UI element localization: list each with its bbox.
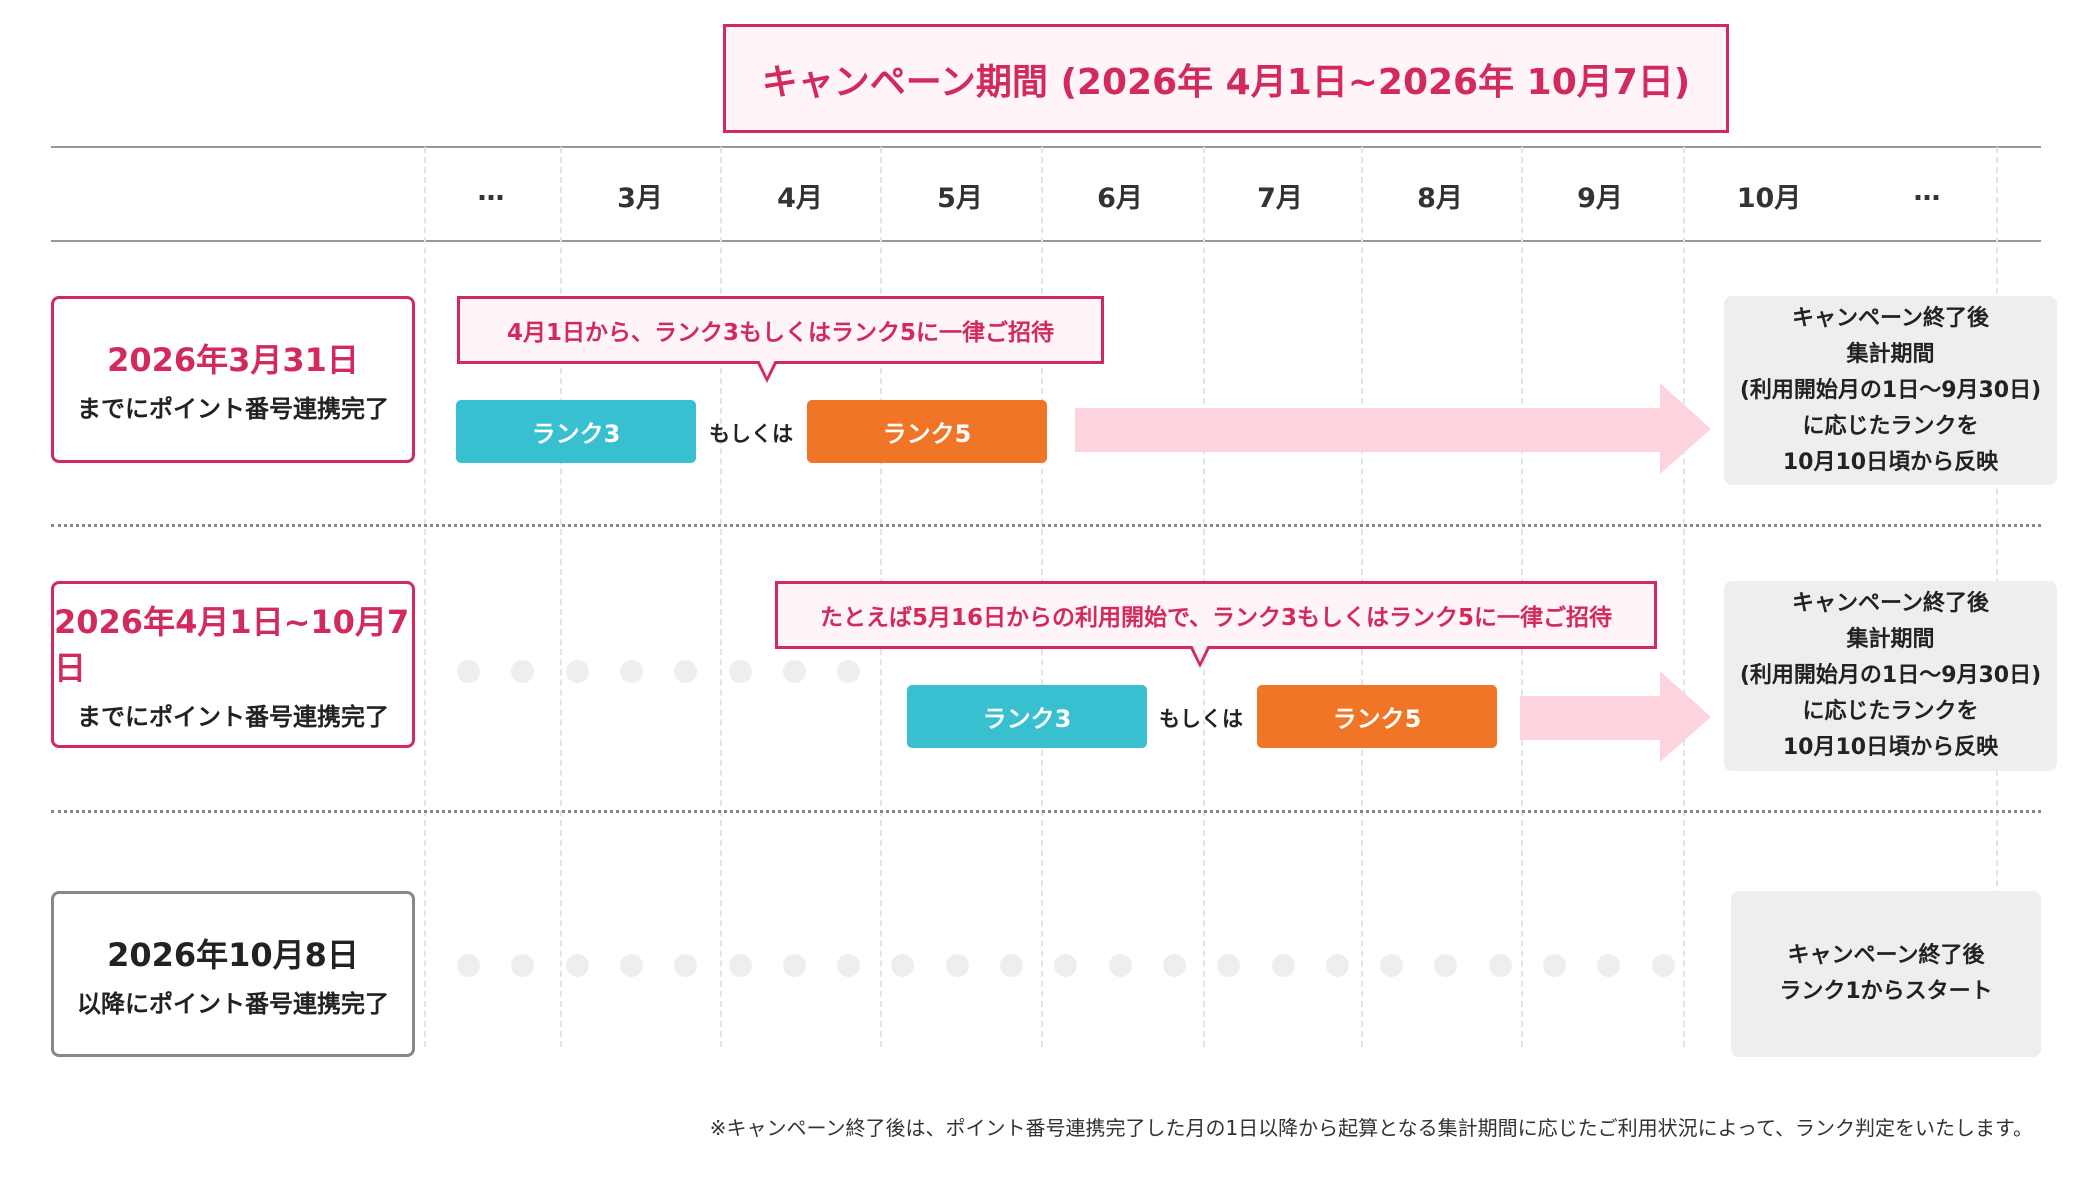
row-separator: [51, 810, 2041, 813]
month-label: 5月: [937, 183, 983, 214]
placeholder-dot: [1651, 954, 1675, 977]
placeholder-dot: [1380, 954, 1404, 977]
row3-result-box: キャンペーン終了後 ランク1からスタート: [1731, 891, 2041, 1057]
placeholder-dot: [619, 660, 643, 683]
row3-date: 2026年10月8日: [107, 935, 359, 974]
month-label: 3月: [617, 183, 663, 214]
result-line: (利用開始月の1日〜9月30日): [1739, 377, 2042, 403]
result-line: 10月10日頃から反映: [1782, 735, 1999, 760]
placeholder-dot: [945, 954, 969, 977]
placeholder-dot: [1434, 954, 1458, 977]
header-bottom-line: [51, 240, 2041, 242]
placeholder-dot: [1597, 954, 1621, 977]
row1-or-text: もしくは: [709, 422, 793, 446]
result-line: キャンペーン終了後: [1787, 943, 1985, 968]
row2-rank5-badge: ランク5: [1257, 685, 1497, 748]
row2-callout-pointer-fill: [1192, 645, 1208, 662]
row1-result-box: キャンペーン終了後 集計期間 (利用開始月の1日〜9月30日) に応じたランクを…: [1724, 296, 2057, 485]
placeholder-dot: [1108, 954, 1132, 977]
month-gridline: [424, 147, 426, 1047]
placeholder-dot: [837, 954, 861, 977]
row2-result-box: キャンペーン終了後 集計期間 (利用開始月の1日〜9月30日) に応じたランクを…: [1724, 581, 2057, 771]
placeholder-dot: [1543, 954, 1566, 977]
month-label: 7月: [1257, 183, 1303, 214]
row1-callout: 4月1日から、ランク3もしくはランク5に一律ご招待: [457, 296, 1104, 364]
month-label: …: [1913, 176, 1941, 207]
placeholder-dot: [782, 660, 806, 683]
month-label: 8月: [1417, 183, 1463, 214]
result-line: (利用開始月の1日〜9月30日): [1739, 663, 2042, 688]
month-label: 4月: [777, 183, 823, 214]
row2-sub: までにポイント番号連携完了: [77, 703, 389, 731]
row1-arrow-icon: [1075, 383, 1711, 474]
placeholder-dot: [457, 660, 480, 683]
row2-date: 2026年4月1日~10月7日: [54, 603, 410, 687]
result-line: 集計期間: [1846, 627, 1935, 652]
result-line: に応じたランクを: [1802, 699, 1979, 724]
month-label: 6月: [1097, 183, 1143, 214]
row2-arrow-icon: [1520, 671, 1711, 762]
placeholder-dot: [674, 660, 698, 683]
row1-callout-pointer-fill: [759, 360, 775, 377]
placeholder-dot: [511, 954, 535, 977]
header-top-line: [51, 146, 2041, 148]
footnote: ※キャンペーン終了後は、ポイント番号連携完了した月の1日以降から起算となる集計期…: [709, 1116, 2033, 1140]
row1-rank3-badge: ランク3: [456, 400, 696, 463]
month-gridline: [720, 147, 722, 1047]
placeholder-dot: [457, 954, 480, 977]
placeholder-dot: [837, 660, 861, 683]
result-line: キャンペーン終了後: [1792, 305, 1989, 331]
row2-callout: たとえば5月16日からの利用開始で、ランク3もしくはランク5に一律ご招待: [775, 581, 1657, 649]
placeholder-dot: [1162, 954, 1186, 977]
month-gridline: [560, 147, 562, 1047]
placeholder-dot: [728, 660, 752, 683]
placeholder-dot: [1271, 954, 1295, 977]
month-label: 9月: [1577, 183, 1623, 214]
placeholder-dot: [1054, 954, 1078, 977]
result-line: 10月10日頃から反映: [1782, 449, 1999, 475]
row-separator: [51, 524, 2041, 527]
result-line: ランク1からスタート: [1779, 979, 1993, 1004]
placeholder-dot: [782, 954, 806, 977]
placeholder-dot: [565, 660, 589, 683]
placeholder-dot: [619, 954, 643, 977]
placeholder-dot: [1488, 954, 1512, 977]
placeholder-dot: [565, 954, 589, 977]
row1-date: 2026年3月31日: [107, 341, 359, 379]
row2-rank3-badge: ランク3: [907, 685, 1147, 748]
row3-condition-label: 2026年10月8日 以降にポイント番号連携完了: [51, 891, 415, 1057]
placeholder-dot: [674, 954, 698, 977]
row1-rank5-badge: ランク5: [807, 400, 1047, 463]
result-line: 集計期間: [1846, 341, 1935, 367]
placeholder-dot: [1217, 954, 1241, 977]
placeholder-dot: [728, 954, 752, 977]
row1-sub: までにポイント番号連携完了: [77, 395, 389, 423]
result-line: に応じたランクを: [1802, 413, 1979, 439]
placeholder-dot: [1000, 954, 1023, 977]
row3-sub: 以降にポイント番号連携完了: [77, 989, 389, 1018]
row2-or-text: もしくは: [1159, 707, 1243, 731]
month-label: …: [477, 176, 505, 207]
placeholder-dot: [511, 660, 535, 683]
result-line: キャンペーン終了後: [1792, 591, 1989, 616]
placeholder-dot: [891, 954, 915, 977]
placeholder-dot: [1325, 954, 1349, 977]
row1-condition-label: 2026年3月31日 までにポイント番号連携完了: [51, 296, 415, 463]
campaign-period-title: キャンペーン期間 (2026年 4月1日~2026年 10月7日): [723, 24, 1729, 133]
month-gridline: [1683, 147, 1685, 1047]
month-label: 10月: [1736, 183, 1802, 214]
row2-condition-label: 2026年4月1日~10月7日 までにポイント番号連携完了: [51, 581, 415, 748]
